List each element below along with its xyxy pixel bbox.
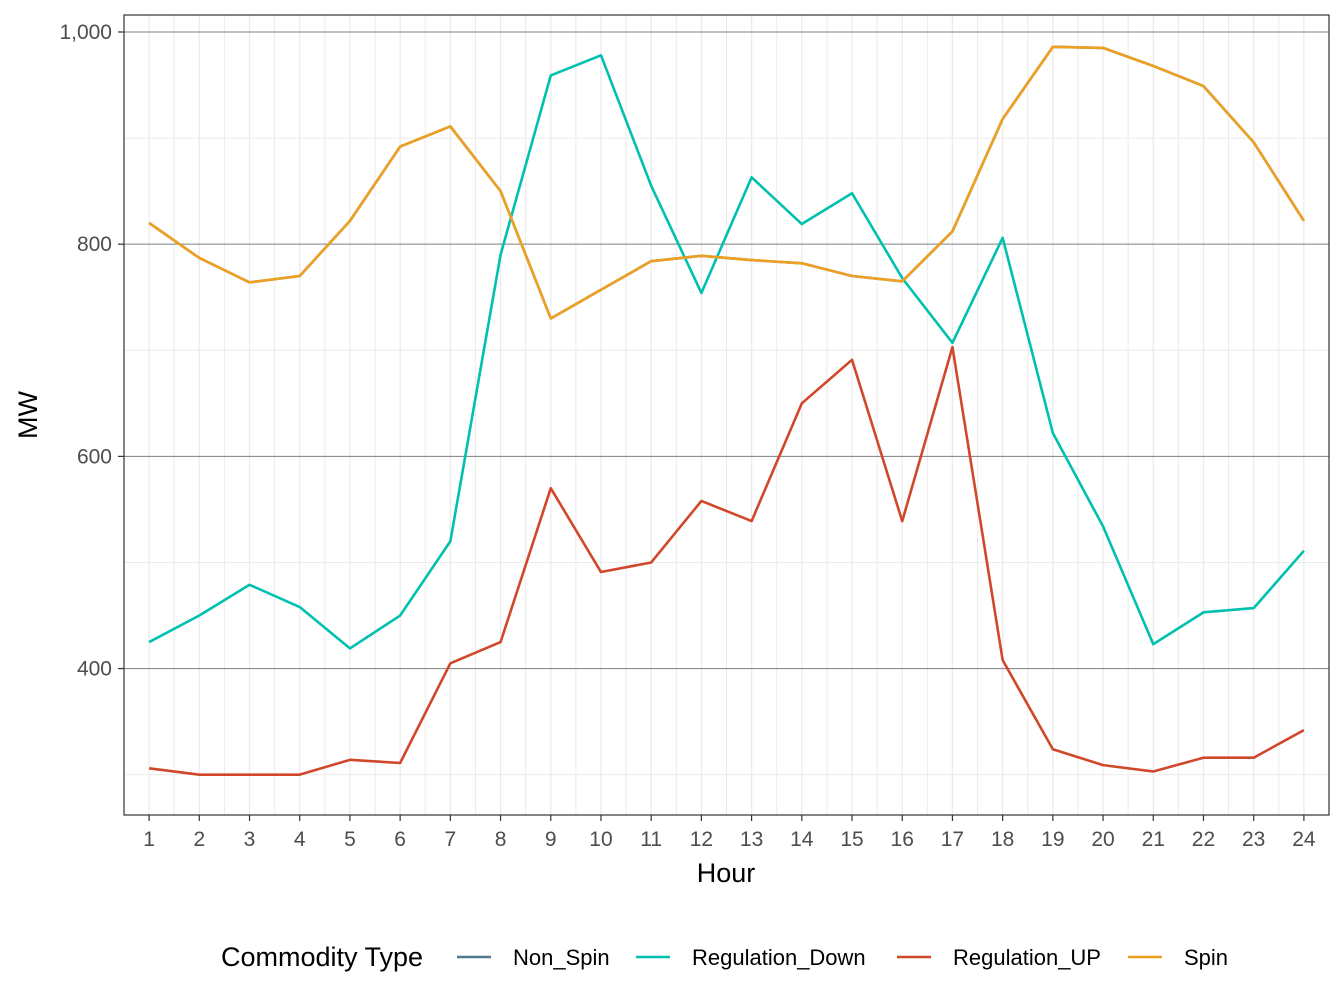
series-line-regulation-down	[148, 54, 1305, 650]
x-tick-label: 7	[445, 828, 457, 851]
x-tick-label: 14	[790, 828, 814, 851]
x-axis-ticks: 1 2 3 4 5 6 7 8 9 10 11 12 13 14 15 16 17 18 19 20 21 22 23 24	[143, 815, 1316, 851]
x-tick-label: 20	[1091, 828, 1114, 851]
major-gridlines	[124, 15, 1329, 815]
x-tick-label: 9	[545, 828, 557, 851]
x-tick-label: 23	[1242, 828, 1265, 851]
x-tick-label: 19	[1041, 828, 1064, 851]
x-tick-label: 18	[991, 828, 1014, 851]
x-tick-label: 10	[589, 828, 612, 851]
y-tick-label: 600	[77, 445, 112, 468]
x-tick-label: 2	[193, 828, 205, 851]
x-tick-label: 22	[1192, 828, 1215, 851]
y-tick-label: 1,000	[59, 21, 112, 44]
legend: Commodity Type Non_Spin Regulation_Down Re…	[221, 942, 1228, 972]
series-lines	[148, 45, 1305, 776]
x-tick-label: 6	[394, 828, 406, 851]
x-tick-label: 3	[244, 828, 256, 851]
legend-title: Commodity Type	[221, 942, 423, 972]
x-tick-label: 12	[690, 828, 713, 851]
y-axis-ticks: 400 600 800 1,000	[59, 21, 124, 681]
series-line-regulation-up	[148, 345, 1305, 776]
x-tick-label: 13	[740, 828, 763, 851]
x-tick-label: 24	[1292, 828, 1316, 851]
x-tick-label: 5	[344, 828, 356, 851]
legend-label-spin: Spin	[1184, 945, 1228, 970]
x-tick-label: 1	[143, 828, 155, 851]
y-tick-label: 800	[77, 233, 112, 256]
x-tick-label: 17	[941, 828, 964, 851]
plot-panel-border	[123, 14, 1330, 816]
x-tick-label: 4	[294, 828, 306, 851]
y-axis-title: MW	[13, 391, 43, 439]
x-tick-label: 16	[891, 828, 914, 851]
x-tick-label: 8	[495, 828, 507, 851]
x-axis-title: Hour	[697, 858, 756, 888]
minor-gridlines	[124, 15, 1329, 815]
legend-label-regulation-up: Regulation_UP	[953, 945, 1101, 970]
legend-label-regulation-down: Regulation_Down	[692, 945, 866, 970]
y-tick-label: 400	[77, 658, 112, 681]
series-line-spin	[148, 45, 1305, 320]
x-tick-label: 11	[640, 828, 662, 851]
x-tick-label: 15	[840, 828, 863, 851]
x-tick-label: 21	[1142, 828, 1165, 851]
legend-label-non-spin: Non_Spin	[513, 945, 610, 970]
